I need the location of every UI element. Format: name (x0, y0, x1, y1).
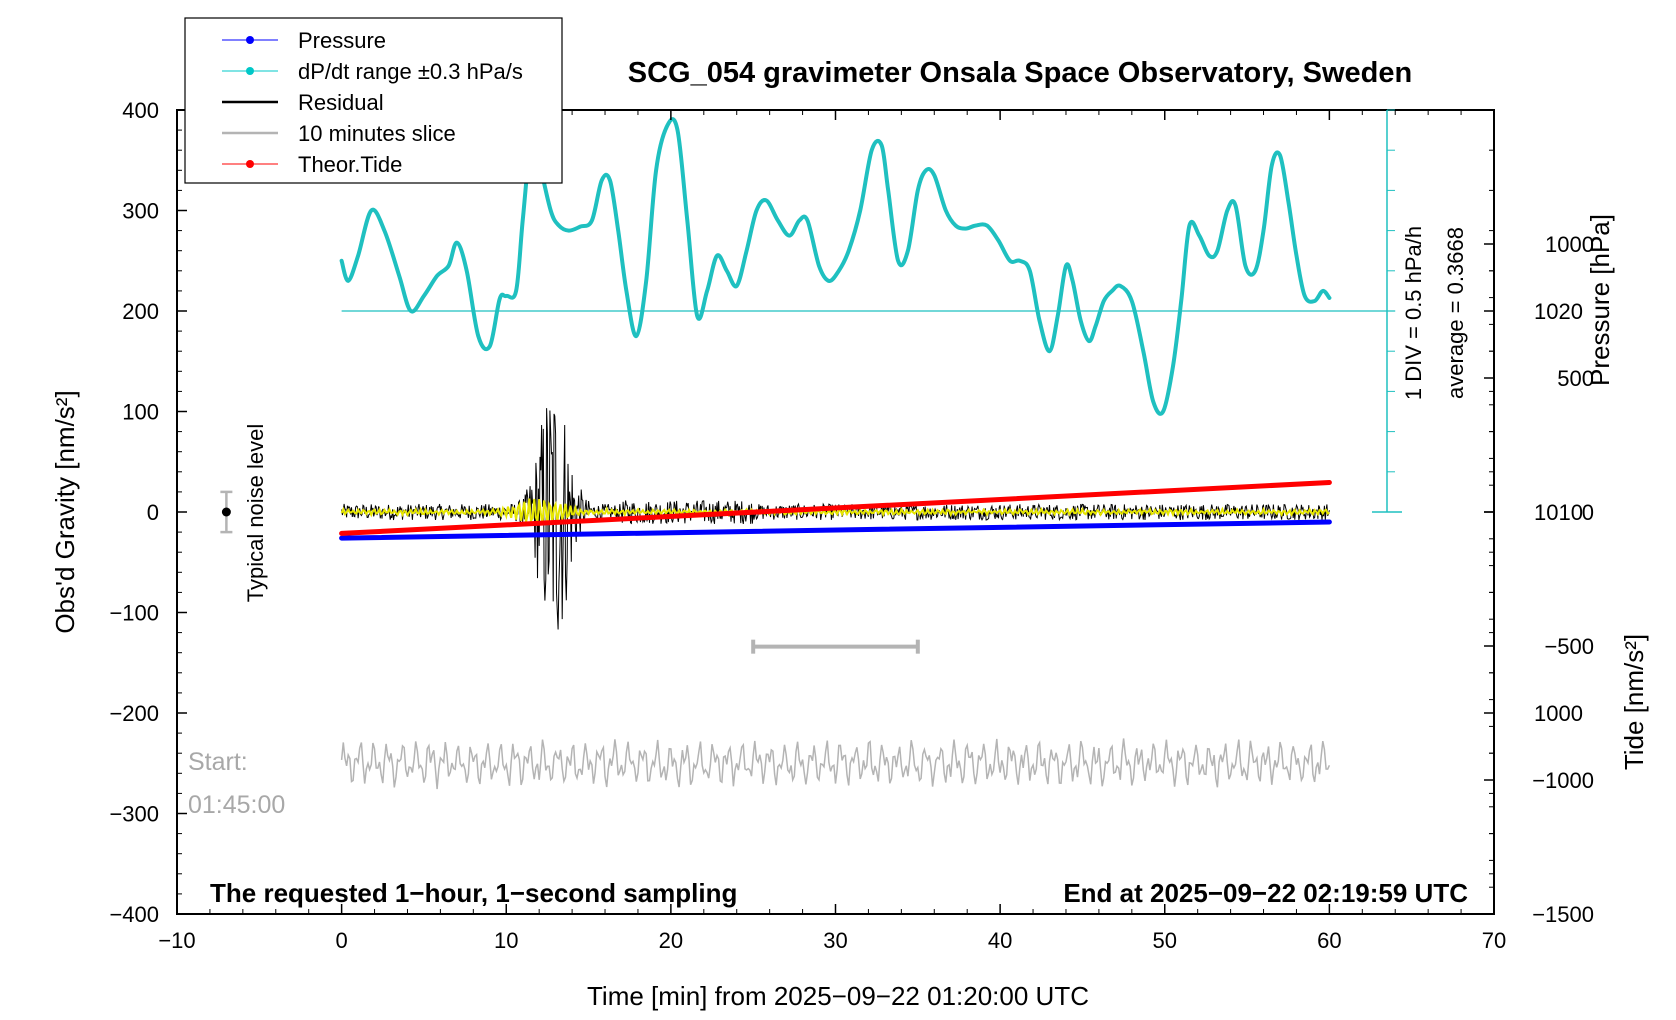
tide-tick-label: −1000 (1532, 768, 1594, 793)
y-tick-label: 400 (122, 98, 159, 123)
tide-tick-label: −500 (1544, 634, 1594, 659)
legend-item-dpdt: dP/dt range ±0.3 hPa/s (222, 59, 523, 84)
x-axis-title: Time [min] from 2025−09−22 01:20:00 UTC (587, 981, 1089, 1011)
legend-pressure-label: Pressure (298, 28, 386, 53)
tide-tick-label: −1500 (1532, 902, 1594, 927)
tide-axis-title: Tide [nm/s²] (1619, 634, 1649, 770)
residual-series (341, 408, 1330, 630)
slice-series (340, 738, 1331, 790)
x-tick-label: 20 (659, 928, 683, 953)
y-tick-label: 300 (122, 199, 159, 224)
legend-item-pressure: Pressure (222, 28, 386, 53)
tide-tick-label: 500 (1557, 366, 1594, 391)
requested-sampling-note: The requested 1−hour, 1−second sampling (210, 878, 737, 908)
y-axis-title: Obs'd Gravity [nm/s²] (50, 390, 80, 633)
legend-tide-dot (246, 160, 254, 168)
legend: Pressure dP/dt range ±0.3 hPa/s Residual… (184, 17, 563, 184)
pressure-tick-label: 1000 (1534, 701, 1583, 726)
start-time-label: 01:45:00 (188, 791, 285, 819)
end-time-note: End at 2025−09−22 02:19:59 UTC (1063, 878, 1468, 908)
noise-dot (221, 507, 231, 517)
legend-item-tide: Theor.Tide (222, 152, 402, 177)
x-tick-label: 10 (494, 928, 518, 953)
pressure-axis-title: Pressure [hPa] (1585, 214, 1615, 386)
x-tick-label: 70 (1482, 928, 1506, 953)
legend-dpdt-dot (246, 67, 254, 75)
y-tick-label: 200 (122, 299, 159, 324)
chart-title: SCG_054 gravimeter Onsala Space Observat… (628, 57, 1412, 89)
legend-item-slice: 10 minutes slice (222, 121, 456, 146)
x-tick-label: 60 (1317, 928, 1341, 953)
x-tick-label: 40 (988, 928, 1012, 953)
legend-dpdt-label: dP/dt range ±0.3 hPa/s (298, 59, 523, 84)
pressure-series (339, 519, 1332, 541)
start-label: Start: (188, 748, 248, 776)
y-tick-label: −200 (109, 701, 159, 726)
legend-tide-label: Theor.Tide (298, 152, 402, 177)
y-tick-label: −300 (109, 802, 159, 827)
x-tick-label: −10 (158, 928, 195, 953)
x-tick-label: 0 (336, 928, 348, 953)
tide-tick-label: 1000 (1545, 232, 1594, 257)
x-tick-label: 50 (1153, 928, 1177, 953)
legend-slice-label: 10 minutes slice (298, 121, 456, 146)
dpdt-series (339, 117, 1332, 416)
y-tick-label: 100 (122, 400, 159, 425)
tide-series (339, 480, 1332, 536)
legend-residual-label: Residual (298, 90, 384, 115)
y-tick-label: −100 (109, 601, 159, 626)
legend-item-residual: Residual (222, 90, 384, 115)
x-tick-label: 30 (823, 928, 847, 953)
residual-smoothed-series (340, 498, 1330, 525)
average-label: average = 0.3668 (1443, 227, 1468, 399)
div-scale-label: 1 DIV = 0.5 hPa/h (1401, 226, 1426, 400)
legend-box (184, 17, 563, 184)
legend-pressure-dot (246, 36, 254, 44)
pressure-tick-label: 1010 (1534, 500, 1583, 525)
tide-tick-label: 0 (1582, 500, 1594, 525)
pressure-tick-label: 1020 (1534, 299, 1583, 324)
noise-level-label: Typical noise level (243, 424, 268, 603)
y-tick-label: 0 (147, 500, 159, 525)
y-tick-label: −400 (109, 902, 159, 927)
